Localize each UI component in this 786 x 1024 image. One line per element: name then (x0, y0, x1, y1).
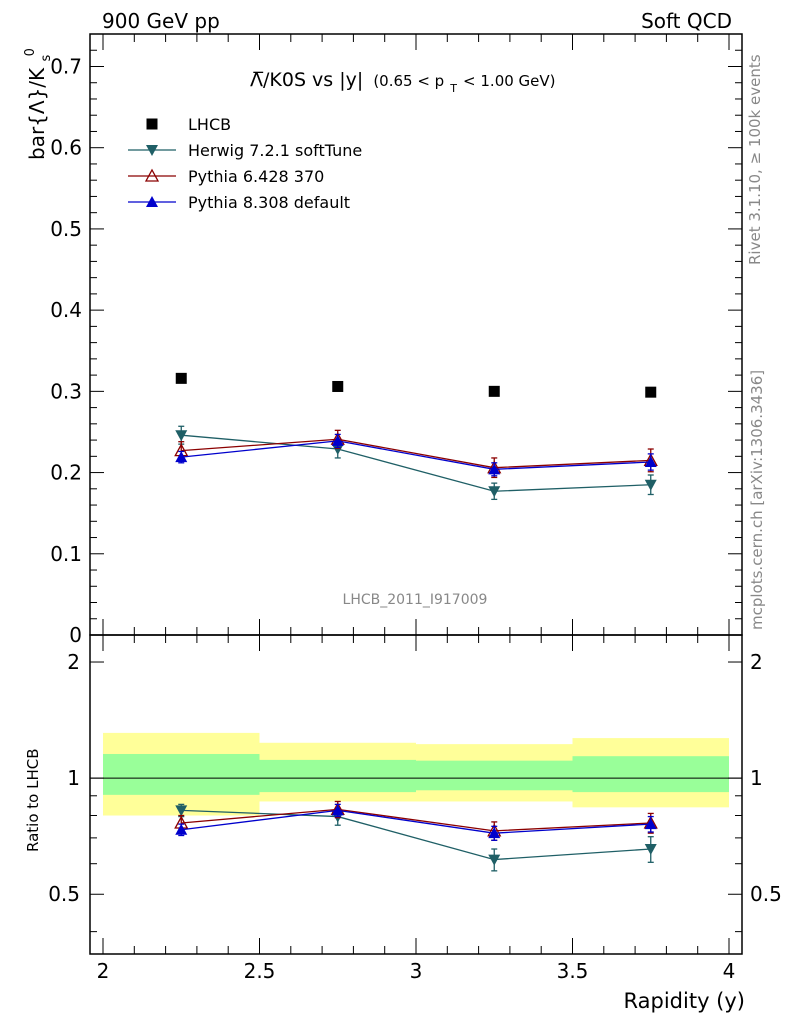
legend-label: Herwig 7.2.1 softTune (188, 141, 362, 160)
main-point (175, 372, 187, 384)
main-ylabel-sup: 0 (23, 48, 38, 56)
ratio-yticks: 0.5 0.5 1 1 2 2 (48, 650, 782, 933)
ratio-band-inner (103, 753, 260, 795)
ratio-ytick-label: 0.5 (48, 882, 80, 906)
main-point (331, 434, 344, 446)
main-point (644, 479, 657, 491)
ratio-ylabel: Ratio to LHCB (24, 748, 42, 852)
ratio-band-inner (416, 760, 573, 791)
main-series-0 (175, 372, 657, 398)
xtick-label: 4 (723, 959, 736, 983)
legend-label: Pythia 6.428 370 (188, 167, 324, 186)
ratio-point (175, 823, 188, 835)
main-ytick-label: 0.5 (50, 217, 82, 241)
main-ytick-label: 0.4 (50, 298, 82, 322)
ratio-point (175, 805, 188, 817)
main-point (332, 380, 344, 392)
ratio-ytick-label: 1 (67, 766, 80, 790)
ratio-point (644, 844, 657, 856)
ratio-ytick-label: 2 (67, 650, 80, 674)
ratio-series-line (181, 809, 651, 861)
main-ytick-label: 0.1 (50, 542, 82, 566)
ratio-band-inner (572, 756, 729, 793)
header-right: Soft QCD (641, 9, 732, 33)
ratio-band-inner (259, 759, 416, 793)
xtick-label: 3.5 (557, 959, 589, 983)
main-series-line (181, 438, 651, 469)
main-series-1 (175, 425, 657, 501)
main-ytick-label: 0.2 (50, 461, 82, 485)
ratio-series-layer (174, 800, 658, 872)
main-point (645, 386, 657, 398)
main-ytick-label: 0 (69, 623, 82, 647)
ratio-point (331, 804, 344, 816)
ratio-bands (103, 732, 729, 816)
main-point (175, 451, 188, 463)
main-ytick-label: 0.6 (50, 136, 82, 160)
main-point (175, 430, 188, 442)
main-title-cut-sub: T (449, 82, 457, 95)
legend-marker (146, 145, 158, 156)
legend-marker (146, 196, 158, 207)
legend-item: LHCB (146, 115, 231, 134)
main-point (644, 456, 657, 468)
main-ylabel-text: bar{Λ}/K (25, 67, 49, 160)
legend-label: LHCB (188, 115, 231, 134)
side-text-rivet: Rivet 3.1.10, ≥ 100k events (746, 54, 764, 265)
main-ytick-label: 0.3 (50, 379, 82, 403)
xtick-label: 3 (410, 959, 423, 983)
header-left: 900 GeV pp (102, 9, 220, 33)
main-series-layer (174, 372, 658, 501)
main-yticks: 0 0.1 0.2 0.3 0.4 0.5 0.6 0.7 (50, 33, 742, 647)
main-watermark: LHCB_2011_I917009 (343, 592, 488, 608)
main-xticks (102, 34, 730, 635)
main-ylabel-sub: s (39, 54, 54, 61)
ratio-series-2 (175, 803, 657, 841)
legend-marker (146, 118, 158, 130)
legend-item: Herwig 7.2.1 softTune (128, 141, 362, 160)
main-series-3 (175, 433, 657, 477)
main-ylabel: bar{Λ}/K s 0 (23, 48, 55, 160)
ratio-point (644, 818, 657, 830)
ratio-point (488, 854, 501, 866)
main-series-line (181, 434, 651, 492)
ratio-ytick-label-right: 1 (750, 766, 763, 790)
main-title-cut: (0.65 < p (373, 72, 444, 90)
main-title-cut-end: < 1.00 GeV) (463, 72, 555, 90)
ratio-ytick-label-right: 2 (750, 650, 763, 674)
side-text-mcplots: mcplots.cern.ch [arXiv:1306.3436] (748, 370, 766, 630)
legend: LHCB Herwig 7.2.1 softTune Pythia 6.428 37… (128, 115, 362, 212)
legend-item: Pythia 6.428 370 (128, 167, 324, 186)
ratio-ytick-label-right: 0.5 (750, 882, 782, 906)
xtick-label: 2.5 (244, 959, 276, 983)
legend-item: Pythia 8.308 default (128, 193, 350, 212)
legend-label: Pythia 8.308 default (188, 193, 350, 212)
ratio-point (488, 827, 501, 839)
ratio-panel: 0.5 0.5 1 1 2 2 2 2.5 3 3.5 4 Ratio to LHCB Rapid… (24, 634, 782, 1013)
main-point (488, 486, 501, 498)
ratio-series-line (181, 809, 651, 834)
main-title: Λ̅/K0S vs |y| (0.65 < p T < 1.00 GeV) (250, 69, 556, 97)
xlabel: Rapidity (y) (624, 989, 745, 1013)
main-point (488, 385, 500, 397)
main-series-line (181, 440, 651, 470)
main-point (488, 463, 501, 475)
main-panel: 0 0.1 0.2 0.3 0.4 0.5 0.6 0.7 LHCB_2011_I917009… (23, 33, 743, 647)
ratio-series-line (181, 808, 651, 832)
main-ytick-label: 0.7 (50, 54, 82, 78)
xtick-label: 2 (97, 959, 110, 983)
ratio-xticks: 2 2.5 3 3.5 4 (97, 635, 736, 983)
main-title-text: Λ̅/K0S vs |y| (250, 69, 363, 91)
legend-marker (144, 168, 160, 182)
